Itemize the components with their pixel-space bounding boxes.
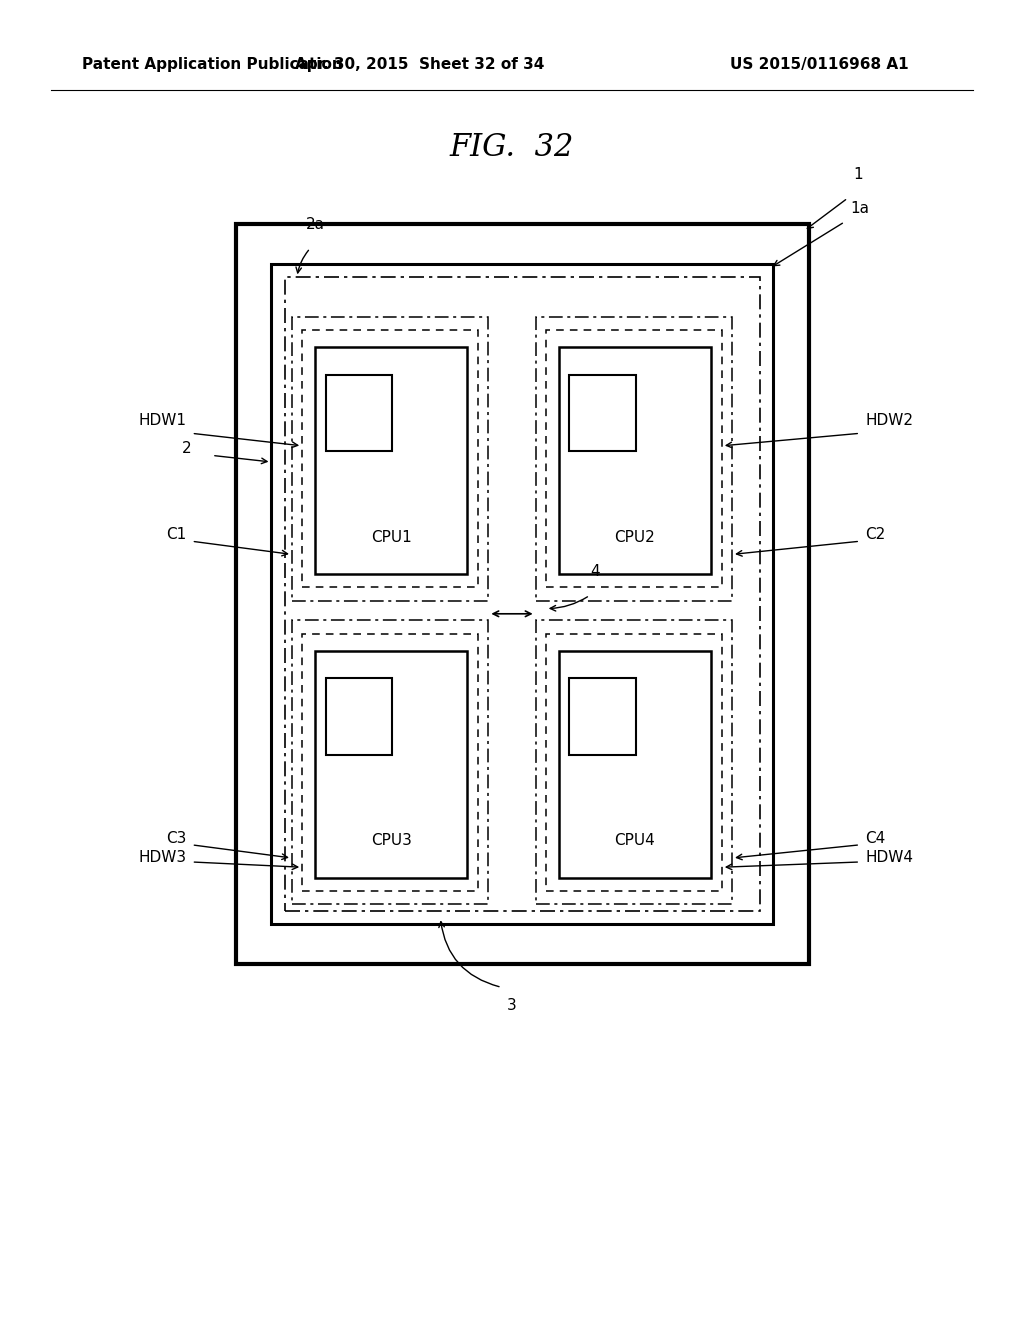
Text: 2a: 2a — [306, 216, 325, 232]
Text: 1a: 1a — [850, 201, 869, 216]
Bar — [536, 317, 732, 601]
Text: 2: 2 — [181, 441, 191, 457]
Bar — [315, 651, 467, 878]
Bar — [546, 330, 722, 587]
Text: 3: 3 — [507, 998, 517, 1014]
Bar — [559, 347, 711, 574]
Text: 4: 4 — [590, 564, 600, 579]
Bar — [559, 651, 711, 878]
Text: HDW1: HDW1 — [138, 413, 186, 428]
Bar — [302, 330, 478, 587]
Text: Apr. 30, 2015  Sheet 32 of 34: Apr. 30, 2015 Sheet 32 of 34 — [295, 57, 545, 73]
Text: CPU1: CPU1 — [371, 529, 412, 545]
Bar — [302, 634, 478, 891]
Bar — [546, 634, 722, 891]
Text: C1: C1 — [166, 527, 186, 543]
Text: C3: C3 — [166, 830, 186, 846]
Bar — [292, 317, 488, 601]
Text: C2: C2 — [865, 527, 886, 543]
Text: CPU4: CPU4 — [614, 833, 655, 849]
Text: HDW2: HDW2 — [865, 413, 913, 428]
Bar — [271, 264, 773, 924]
Bar — [326, 678, 392, 755]
Text: Patent Application Publication: Patent Application Publication — [82, 57, 343, 73]
Bar — [569, 678, 636, 755]
Text: US 2015/0116968 A1: US 2015/0116968 A1 — [730, 57, 908, 73]
Bar — [315, 347, 467, 574]
Bar — [292, 620, 488, 904]
Text: CPU2: CPU2 — [614, 529, 655, 545]
Bar — [569, 375, 636, 451]
Text: HDW3: HDW3 — [138, 850, 186, 866]
Text: HDW4: HDW4 — [865, 850, 913, 866]
Text: FIG.  32: FIG. 32 — [450, 132, 574, 164]
Bar — [326, 375, 392, 451]
Bar — [236, 224, 809, 964]
Text: 1: 1 — [853, 166, 863, 182]
Text: C4: C4 — [865, 830, 886, 846]
Bar — [285, 277, 760, 911]
Bar — [536, 620, 732, 904]
Text: CPU3: CPU3 — [371, 833, 412, 849]
